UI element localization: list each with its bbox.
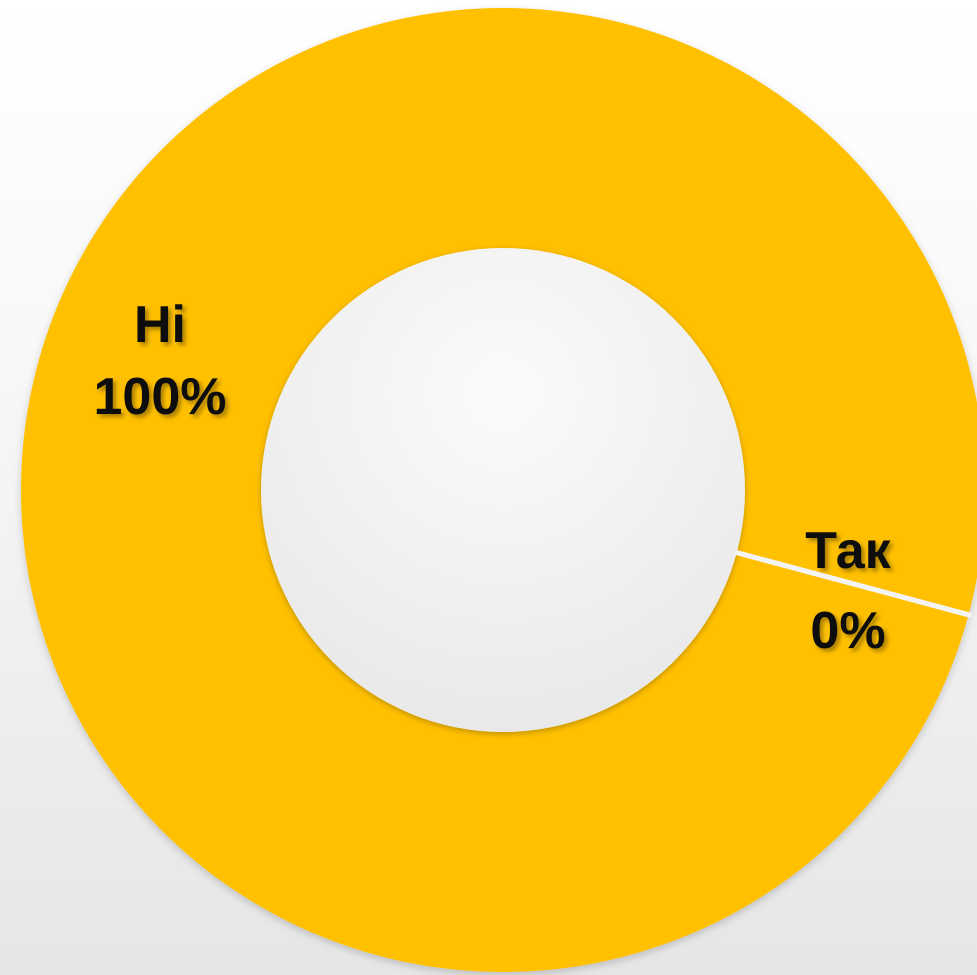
donut-hole — [261, 248, 745, 732]
slice-percent-0: 0% — [810, 602, 885, 660]
slice-label-1: Ні — [134, 296, 186, 354]
slice-label-0: Так — [805, 522, 891, 580]
labels-layer: Так 0% Ні 100% — [94, 296, 892, 660]
slice-separator-1 — [734, 549, 973, 618]
separators-layer — [734, 549, 973, 618]
slice-percent-1: 100% — [94, 368, 227, 426]
